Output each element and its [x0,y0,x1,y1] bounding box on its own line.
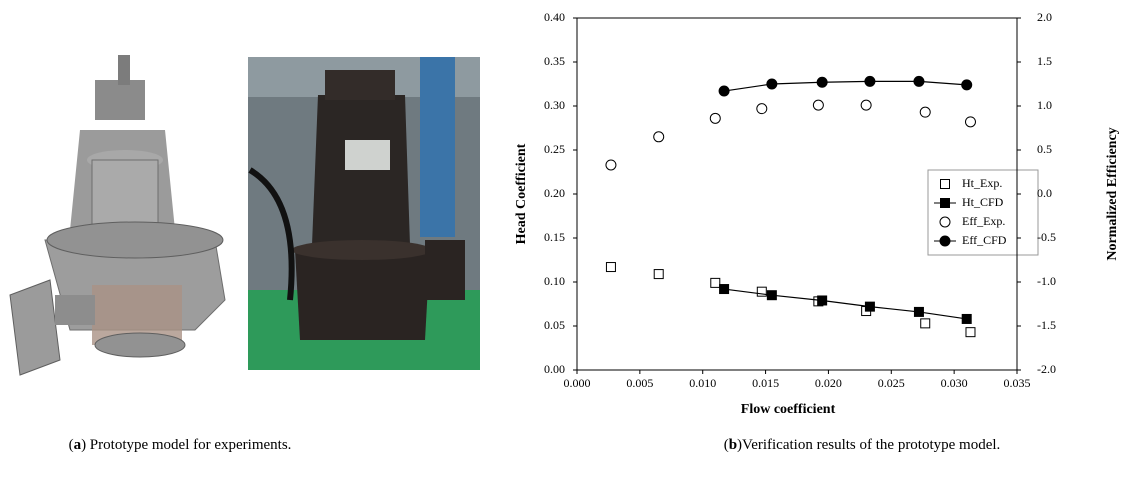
caption-part: ) Prototype model for experiments. [81,437,291,453]
caption-a: (a) Prototype model for experiments. [69,437,292,453]
point [653,131,665,143]
y2-tick-label: -2.0 [1037,362,1056,376]
x-tick-label: 0.000 [564,376,591,390]
caption-part: ( [724,437,729,453]
point [920,318,931,329]
legend-label: Eff_CFD [962,233,1007,247]
x-axis-title: Flow coefficient [741,402,836,417]
point [961,313,972,324]
point [816,76,828,88]
point [913,306,924,317]
series-line [723,80,967,92]
point [965,327,976,338]
caption-label: a [74,437,82,453]
caption-part: ( [69,437,74,453]
y2-tick-label: -0.5 [1037,230,1056,244]
point [766,78,778,90]
point [817,295,828,306]
caption-part: )Verification results of the prototype m… [737,437,1000,453]
point [864,301,875,312]
y-tick-label: 0.15 [544,230,565,244]
y2-axis-title: Normalized Efficiency [1105,127,1120,260]
point [709,112,721,124]
point [719,284,730,295]
y-tick-label: 0.10 [544,274,565,288]
point [756,103,768,115]
point [961,79,973,91]
point [964,116,976,128]
series-line [724,288,967,320]
y2-tick-label: 0.0 [1037,186,1052,200]
legend-marker [940,198,950,208]
point [919,106,931,118]
legend-marker [939,216,951,228]
y-tick-label: 0.40 [544,10,565,24]
photo [248,57,480,370]
y2-tick-label: 0.5 [1037,142,1052,156]
y2-tick-label: 2.0 [1037,10,1052,24]
point [718,85,730,97]
y2-tick-label: -1.5 [1037,318,1056,332]
y-tick-label: 0.20 [544,186,565,200]
y-axis-title: Head Coefficient [514,143,529,244]
caption-b: (b)Verification results of the prototype… [724,437,1001,453]
point [766,290,777,301]
point [653,269,664,280]
y-tick-label: 0.05 [544,318,565,332]
x-tick-label: 0.035 [1004,376,1031,390]
caption-label: b [729,437,737,453]
y-tick-label: 0.35 [544,54,565,68]
point [756,286,767,297]
legend-marker [939,235,951,247]
x-tick-label: 0.025 [878,376,905,390]
x-tick-label: 0.015 [752,376,779,390]
point [710,277,721,288]
legend-label: Ht_CFD [962,195,1004,209]
y2-tick-label: -1.0 [1037,274,1056,288]
x-tick-label: 0.010 [689,376,716,390]
y-tick-label: 0.00 [544,362,565,376]
cad-render [9,55,226,376]
x-tick-label: 0.030 [941,376,968,390]
y2-tick-label: 1.5 [1037,54,1052,68]
y-tick-label: 0.25 [544,142,565,156]
point [605,159,617,171]
point [605,262,616,273]
point [913,75,925,87]
x-tick-label: 0.005 [626,376,653,390]
point [860,99,872,111]
y2-tick-label: 1.0 [1037,98,1052,112]
legend-label: Eff_Exp. [962,214,1005,228]
y-tick-label: 0.30 [544,98,565,112]
point [812,99,824,111]
legend-label: Ht_Exp. [962,176,1002,190]
x-tick-label: 0.020 [815,376,842,390]
legend-marker [940,179,950,189]
point [864,75,876,87]
